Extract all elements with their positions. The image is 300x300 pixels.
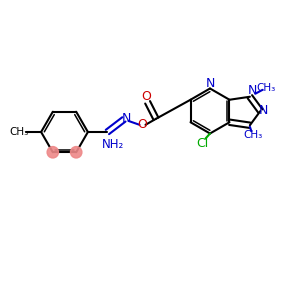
- Text: NH₂: NH₂: [102, 138, 124, 151]
- Text: CH₃: CH₃: [10, 127, 29, 137]
- Text: CH₃: CH₃: [243, 130, 262, 140]
- Text: N: N: [248, 84, 257, 97]
- Text: CH₃: CH₃: [257, 83, 276, 93]
- Text: N: N: [205, 76, 215, 90]
- Text: O: O: [138, 118, 147, 131]
- Text: N: N: [259, 104, 268, 118]
- Text: N: N: [122, 112, 131, 125]
- Text: O: O: [141, 90, 151, 103]
- Circle shape: [47, 147, 58, 158]
- Circle shape: [70, 147, 82, 158]
- Text: Cl: Cl: [196, 136, 208, 150]
